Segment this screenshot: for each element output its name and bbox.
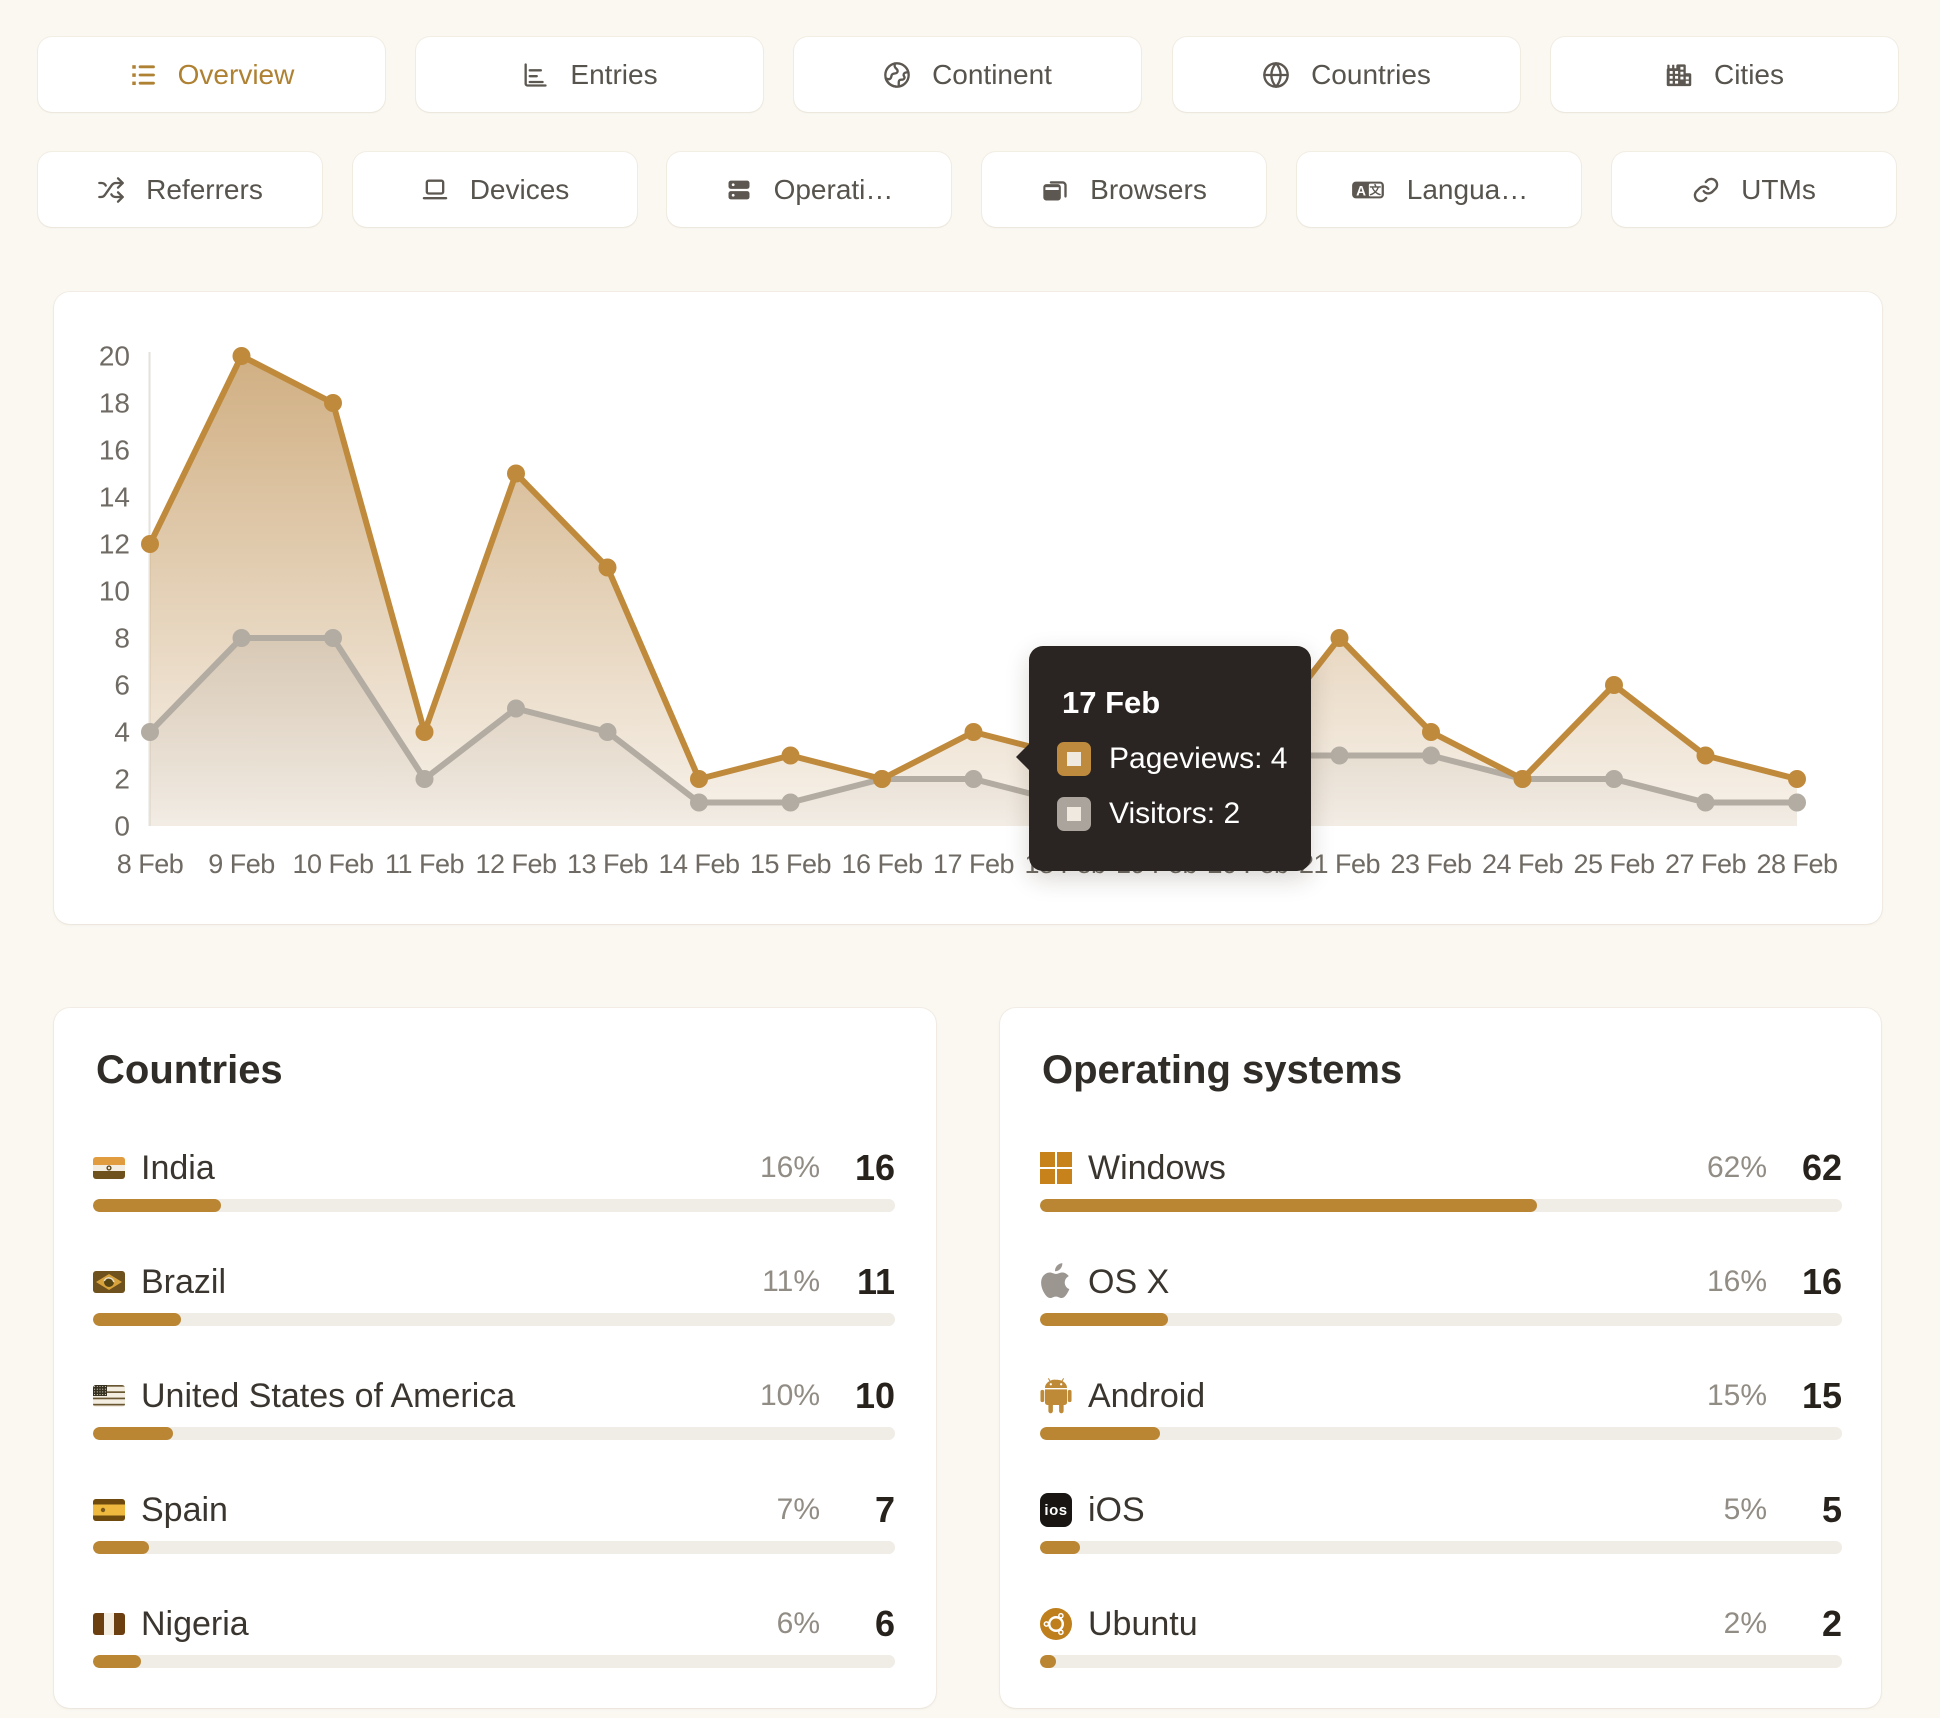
svg-text:27 Feb: 27 Feb	[1665, 849, 1746, 879]
svg-text:12: 12	[99, 529, 130, 560]
svg-text:20: 20	[99, 341, 130, 372]
svg-text:10: 10	[99, 576, 130, 607]
svg-text:21 Feb: 21 Feb	[1299, 849, 1380, 879]
svg-text:4: 4	[114, 717, 130, 748]
svg-text:28 Feb: 28 Feb	[1756, 849, 1837, 879]
svg-text:0: 0	[114, 811, 130, 842]
svg-text:8 Feb: 8 Feb	[117, 849, 184, 879]
svg-text:13 Feb: 13 Feb	[567, 849, 648, 879]
svg-text:2: 2	[114, 764, 130, 795]
svg-text:11 Feb: 11 Feb	[385, 849, 464, 879]
svg-text:16 Feb: 16 Feb	[841, 849, 922, 879]
svg-text:17 Feb: 17 Feb	[933, 849, 1014, 879]
svg-text:12 Feb: 12 Feb	[475, 849, 556, 879]
svg-text:15 Feb: 15 Feb	[750, 849, 831, 879]
svg-text:14 Feb: 14 Feb	[658, 849, 739, 879]
svg-text:10 Feb: 10 Feb	[292, 849, 373, 879]
svg-text:6: 6	[114, 670, 130, 701]
svg-text:14: 14	[99, 482, 130, 513]
svg-text:文: 文	[1369, 183, 1381, 197]
svg-text:9 Feb: 9 Feb	[208, 849, 275, 879]
svg-text:16: 16	[99, 435, 130, 466]
svg-text:25 Feb: 25 Feb	[1573, 849, 1654, 879]
svg-text:8: 8	[114, 623, 130, 654]
svg-text:18: 18	[99, 388, 130, 419]
svg-text:23 Feb: 23 Feb	[1390, 849, 1471, 879]
svg-text:24 Feb: 24 Feb	[1482, 849, 1563, 879]
svg-text:A: A	[1356, 183, 1366, 198]
